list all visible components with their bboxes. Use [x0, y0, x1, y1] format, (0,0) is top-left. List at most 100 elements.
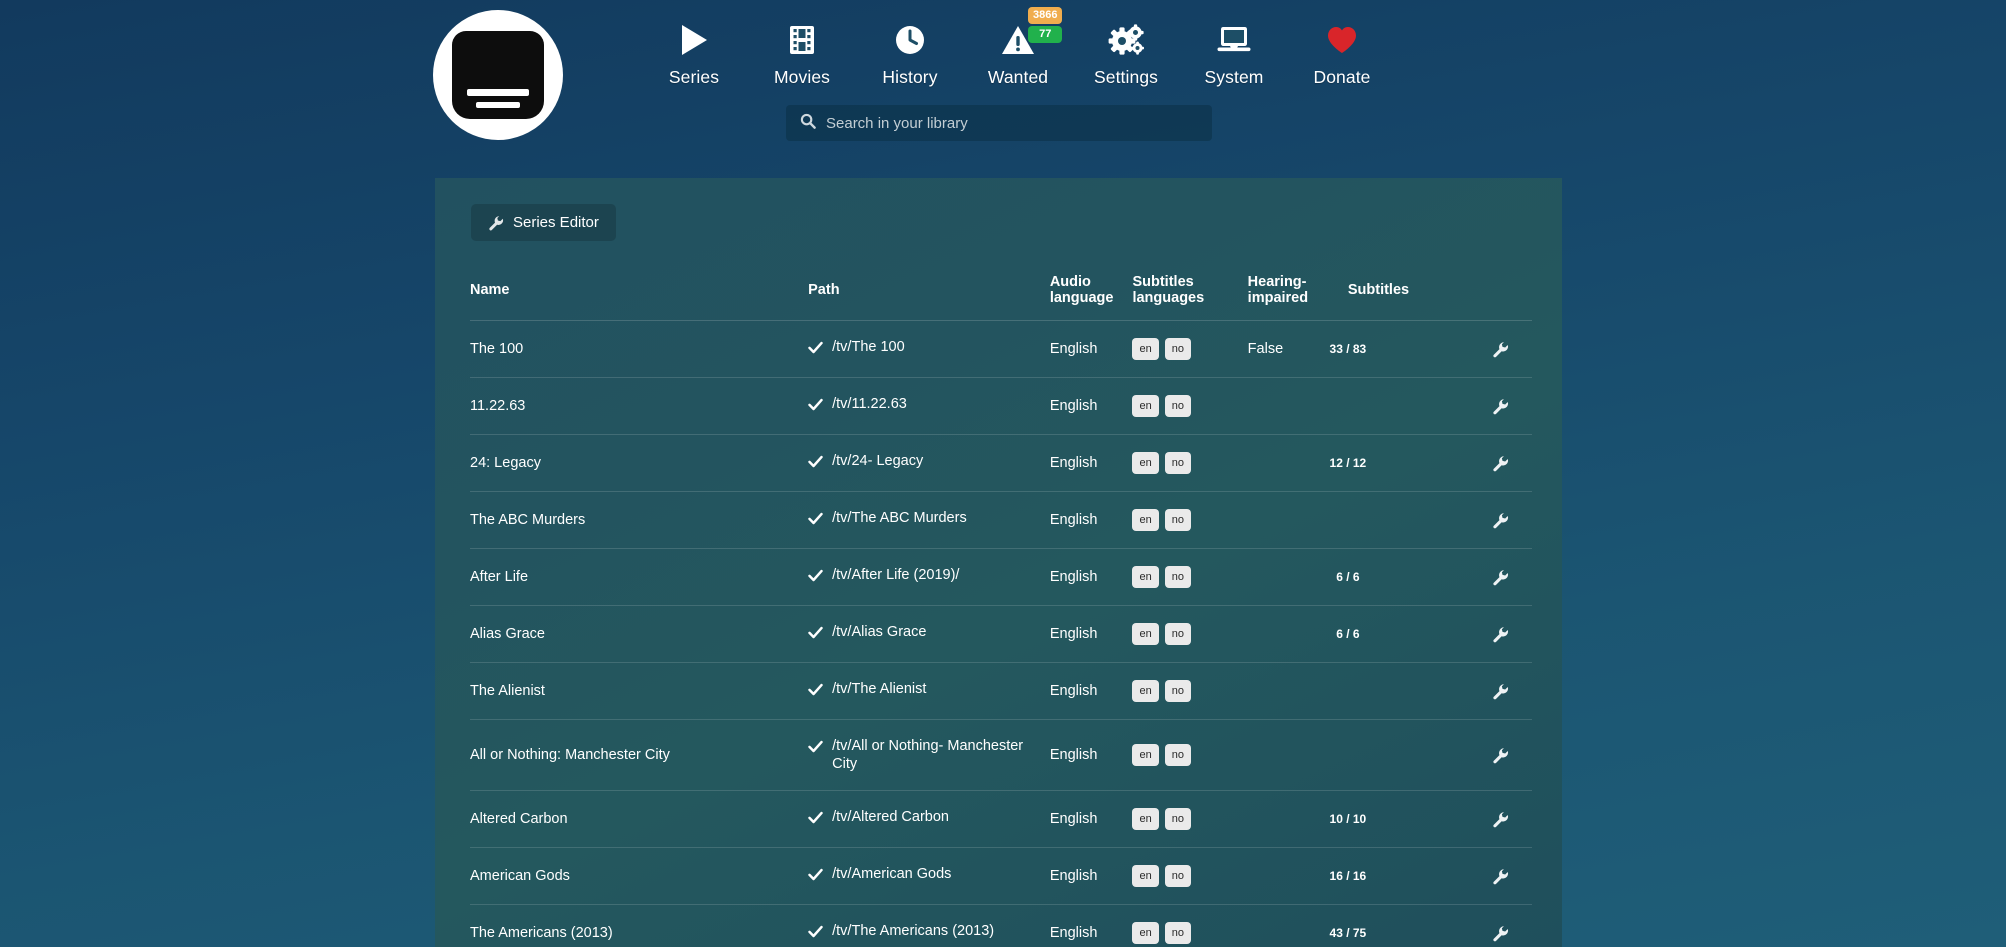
table-row[interactable]: Altered Carbon /tv/Altered Carbon Englis…: [470, 790, 1532, 848]
cell-series-name[interactable]: American Gods: [470, 847, 809, 905]
row-edit-wrench-icon[interactable]: [1492, 398, 1509, 415]
row-edit-wrench-icon[interactable]: [1492, 569, 1509, 586]
bazarr-logo-icon[interactable]: [433, 10, 563, 140]
subtitle-language-pill[interactable]: no: [1164, 395, 1191, 417]
subtitle-language-pill[interactable]: en: [1132, 922, 1159, 944]
table-row[interactable]: The ABC Murders /tv/The ABC Murders Engl…: [470, 491, 1532, 549]
row-edit-wrench-icon[interactable]: [1492, 811, 1509, 828]
column-header-path[interactable]: Path: [808, 268, 1050, 321]
subtitle-language-pill[interactable]: en: [1132, 338, 1159, 360]
nav-label-movies: Movies: [773, 67, 831, 87]
subtitle-language-pill[interactable]: no: [1164, 680, 1191, 702]
row-edit-wrench-icon[interactable]: [1492, 925, 1509, 942]
subtitle-language-pill[interactable]: en: [1132, 865, 1159, 887]
series-table: Name Path Audio language Subtitles langu…: [470, 268, 1532, 947]
cell-series-name[interactable]: Altered Carbon: [470, 790, 809, 848]
nav-item-movies[interactable]: Movies: [748, 12, 856, 88]
table-row[interactable]: The Americans (2013) /tv/The Americans (…: [470, 904, 1532, 947]
table-row[interactable]: 11.22.63 /tv/11.22.63 English en no: [470, 377, 1532, 435]
cell-series-name[interactable]: After Life: [470, 548, 809, 606]
subtitle-language-pill[interactable]: en: [1132, 808, 1159, 830]
row-edit-wrench-icon[interactable]: [1492, 868, 1509, 885]
cell-series-name[interactable]: Alias Grace: [470, 605, 809, 663]
check-icon: [808, 867, 823, 887]
search-input[interactable]: [826, 114, 1198, 132]
row-edit-wrench-icon[interactable]: [1492, 341, 1509, 358]
subtitle-language-pill[interactable]: no: [1164, 623, 1191, 645]
subtitle-language-pill[interactable]: en: [1132, 623, 1159, 645]
cell-path: /tv/Altered Carbon: [808, 790, 1050, 848]
cell-series-name[interactable]: All or Nothing: Manchester City: [470, 719, 809, 791]
cell-series-name[interactable]: The Alienist: [470, 662, 809, 720]
table-row[interactable]: The Alienist /tv/The Alienist English en…: [470, 662, 1532, 720]
subtitle-language-pill[interactable]: en: [1132, 452, 1159, 474]
cell-hearing-impaired: [1247, 605, 1348, 663]
cell-row-action: [1491, 491, 1532, 549]
nav-item-history[interactable]: History: [856, 12, 964, 88]
nav-item-wanted[interactable]: 3866 77 Wanted: [964, 7, 1072, 88]
table-row[interactable]: Alias Grace /tv/Alias Grace English en no…: [470, 605, 1532, 663]
path-text: /tv/24- Legacy: [832, 453, 924, 469]
nav-item-series[interactable]: Series: [640, 12, 748, 88]
cell-path: /tv/The 100: [808, 320, 1050, 378]
wrench-icon: [488, 215, 504, 231]
cell-subtitles-progress: 33 / 83: [1330, 320, 1492, 378]
column-header-hearing-impaired[interactable]: Hearing-impaired: [1247, 268, 1348, 321]
nav-item-system[interactable]: System: [1180, 12, 1288, 88]
cell-row-action: [1491, 377, 1532, 435]
table-row[interactable]: After Life /tv/After Life (2019)/ Englis…: [470, 548, 1532, 606]
path-text: /tv/The ABC Murders: [832, 510, 967, 526]
check-icon: [808, 625, 823, 645]
table-row[interactable]: All or Nothing: Manchester City /tv/All …: [470, 719, 1532, 791]
subtitle-language-pill[interactable]: en: [1132, 744, 1159, 766]
subtitle-language-pill[interactable]: no: [1164, 808, 1191, 830]
row-edit-wrench-icon[interactable]: [1492, 683, 1509, 700]
cell-series-name[interactable]: The ABC Murders: [470, 491, 809, 549]
row-edit-wrench-icon[interactable]: [1492, 747, 1509, 764]
subtitle-language-pill[interactable]: en: [1132, 395, 1159, 417]
subtitle-language-pill[interactable]: no: [1164, 922, 1191, 944]
cell-subtitles-progress: [1347, 491, 1492, 549]
cell-row-action: [1491, 847, 1532, 905]
subtitle-language-pill[interactable]: no: [1164, 338, 1191, 360]
library-search-bar[interactable]: [786, 105, 1212, 141]
series-editor-button[interactable]: Series Editor: [471, 204, 616, 241]
column-header-name[interactable]: Name: [470, 268, 809, 321]
cell-audio-language: English: [1049, 320, 1133, 378]
cell-subtitles-progress: 10 / 10: [1330, 790, 1492, 848]
nav-label-wanted: Wanted: [987, 67, 1049, 87]
column-header-subtitles[interactable]: Subtitles: [1347, 268, 1492, 321]
cell-path: /tv/American Gods: [808, 847, 1050, 905]
row-edit-wrench-icon[interactable]: [1492, 512, 1509, 529]
gears-icon: [1108, 20, 1144, 60]
cell-series-name[interactable]: The 100: [470, 320, 809, 378]
cell-subtitles-progress: 6 / 6: [1336, 605, 1492, 663]
subtitle-language-pill[interactable]: no: [1164, 865, 1191, 887]
cell-series-name[interactable]: 24: Legacy: [470, 434, 809, 492]
column-header-subtitles-languages[interactable]: Subtitles languages: [1132, 268, 1248, 321]
nav-item-donate[interactable]: Donate: [1288, 12, 1396, 88]
subtitle-language-pill[interactable]: en: [1132, 566, 1159, 588]
subtitle-language-pill[interactable]: no: [1164, 509, 1191, 531]
subtitle-language-pill[interactable]: no: [1164, 452, 1191, 474]
nav-label-settings: Settings: [1093, 67, 1159, 87]
cell-series-name[interactable]: The Americans (2013): [470, 904, 809, 947]
nav-item-settings[interactable]: Settings: [1072, 12, 1180, 88]
cell-series-name[interactable]: 11.22.63: [470, 377, 809, 435]
cell-row-action: [1491, 320, 1532, 378]
cell-hearing-impaired: [1247, 719, 1348, 791]
column-header-audio-language[interactable]: Audio language: [1049, 268, 1133, 321]
subtitle-language-pill[interactable]: en: [1132, 680, 1159, 702]
cell-subtitles-progress: [1347, 719, 1492, 791]
subtitle-language-pill[interactable]: no: [1164, 566, 1191, 588]
cell-audio-language: English: [1049, 847, 1133, 905]
subtitle-language-pill[interactable]: no: [1164, 744, 1191, 766]
table-row[interactable]: American Gods /tv/American Gods English …: [470, 847, 1532, 905]
check-icon: [808, 511, 823, 531]
subtitle-language-pill[interactable]: en: [1132, 509, 1159, 531]
row-edit-wrench-icon[interactable]: [1492, 455, 1509, 472]
row-edit-wrench-icon[interactable]: [1492, 626, 1509, 643]
